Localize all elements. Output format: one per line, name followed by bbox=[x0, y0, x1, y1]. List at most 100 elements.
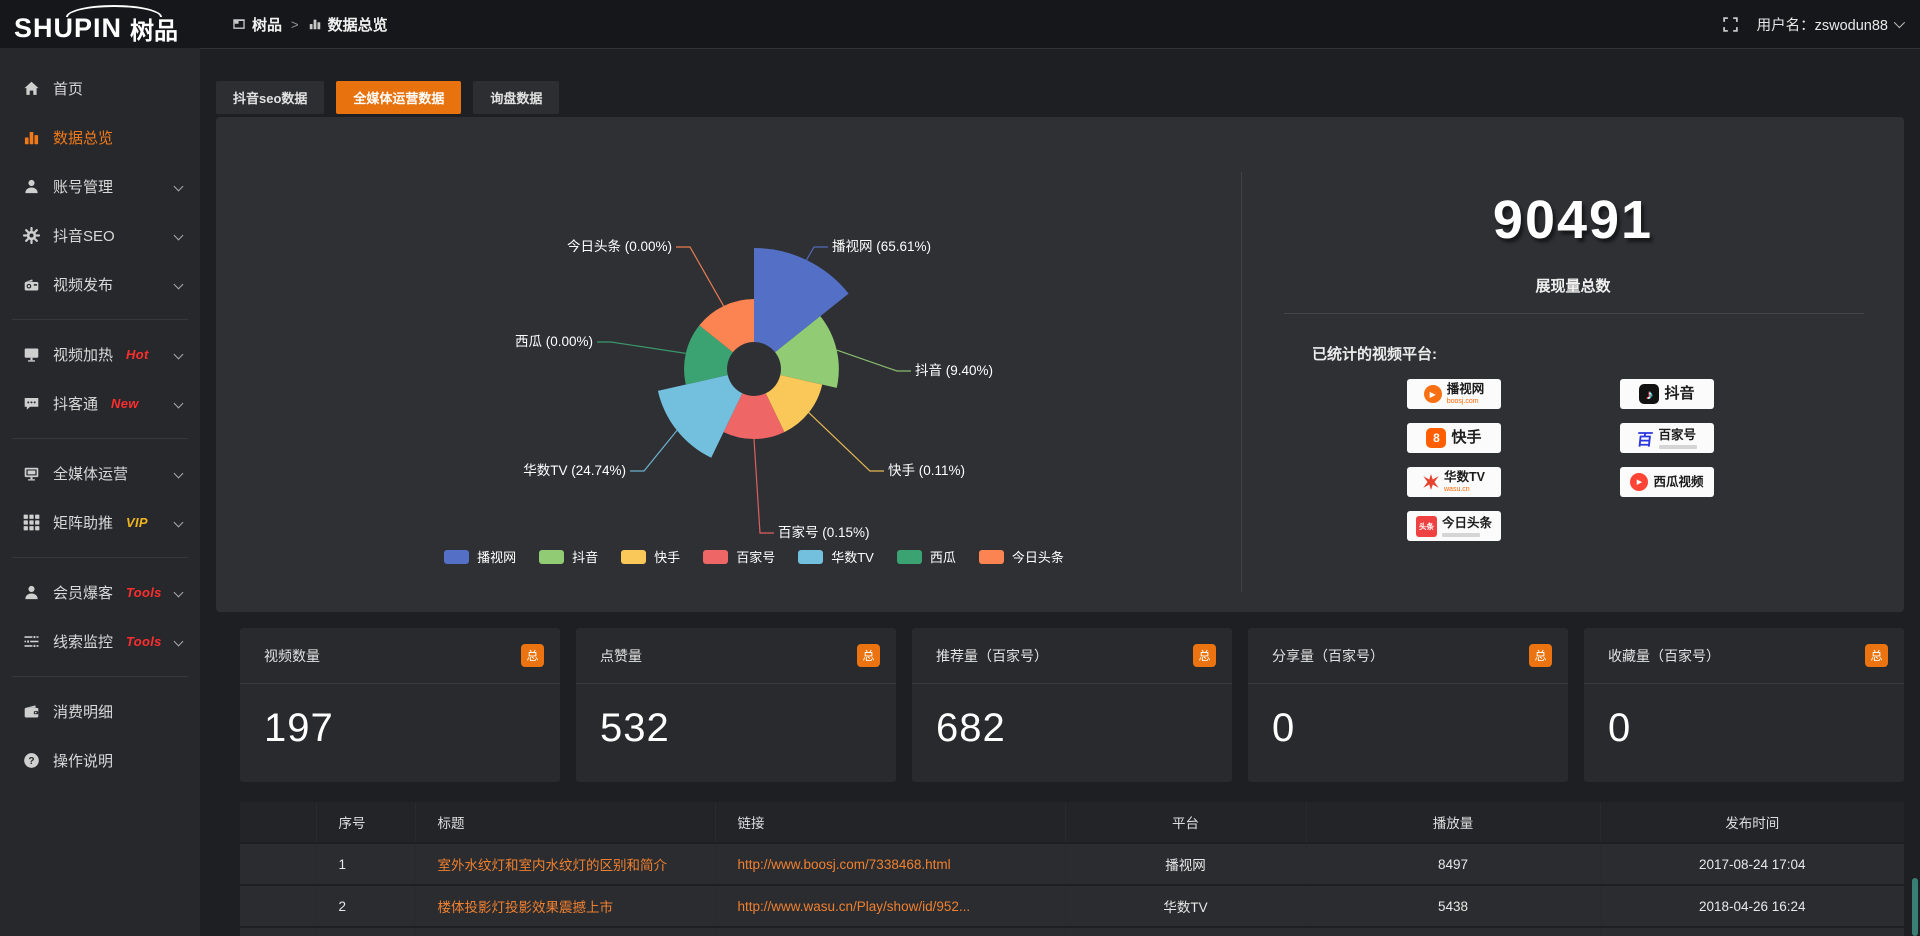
legend-swatch bbox=[539, 549, 565, 564]
stat-card-label: 推荐量（百家号） bbox=[936, 647, 1048, 664]
cell-link[interactable]: http://www.wasu.cn/Play/show/id/952... bbox=[715, 884, 1066, 927]
legend-swatch bbox=[703, 549, 729, 564]
sidebar-item-操作说明[interactable]: ? 操作说明 bbox=[0, 736, 200, 785]
cell-platform: 播视网 bbox=[1065, 842, 1307, 885]
sidebar-item-视频加热[interactable]: 视频加热 Hot bbox=[0, 330, 200, 379]
tab-询盘数据[interactable]: 询盘数据 bbox=[473, 81, 560, 114]
pie-slice-快手[interactable] bbox=[765, 375, 823, 433]
toutiao-logo-icon: 头条 bbox=[1415, 515, 1437, 537]
stat-card-value: 197 bbox=[264, 706, 334, 750]
sidebar-item-抖客通[interactable]: 抖客通 New bbox=[0, 379, 200, 428]
cell-link[interactable]: http://www.boosj.com/7338468.html bbox=[715, 842, 1066, 885]
legend-swatch bbox=[621, 549, 647, 564]
pie-slice-抖音[interactable] bbox=[775, 316, 839, 388]
platform-badge-播视网[interactable]: ▶ 播视网 boosj.com bbox=[1407, 379, 1501, 409]
sidebar-item-label: 视频发布 bbox=[53, 277, 114, 294]
data-tabs: 抖音seo数据 全媒体运营数据 询盘数据 bbox=[216, 81, 1920, 114]
sidebar-item-全媒体运营[interactable]: 全媒体运营 bbox=[0, 449, 200, 498]
platform-badge-今日头条[interactable]: 头条 今日头条 bbox=[1407, 511, 1501, 541]
platform-name: 华数TV bbox=[1444, 470, 1485, 485]
platform-name: 百家号 bbox=[1658, 428, 1697, 442]
legend-item-快手[interactable]: 快手 bbox=[621, 547, 680, 566]
sidebar-item-数据总览[interactable]: 数据总览 bbox=[0, 113, 200, 162]
legend-label: 播视网 bbox=[477, 550, 517, 565]
legend-item-华数TV[interactable]: 华数TV bbox=[798, 547, 874, 566]
cell-index: 2 bbox=[316, 884, 416, 927]
sidebar-item-label: 全媒体运营 bbox=[53, 466, 129, 483]
pie-label-今日头条: 今日头条 (0.00%) bbox=[567, 238, 672, 254]
sidebar-item-视频发布[interactable]: 视频发布 bbox=[0, 260, 200, 309]
sidebar-item-会员爆客[interactable]: 会员爆客 Tools bbox=[0, 568, 200, 617]
breadcrumb-item-home[interactable]: 树品 bbox=[232, 14, 282, 35]
cell-time: 2018-04-26 16:24 bbox=[1600, 884, 1904, 927]
xigua-logo-icon: ▶ bbox=[1630, 473, 1649, 491]
overview-panel: 播视网 (65.61%) 抖音 (9.40%) 快手 (0.11%) 百家号 (0.1… bbox=[216, 117, 1904, 612]
legend-item-抖音[interactable]: 抖音 bbox=[539, 547, 598, 566]
stat-card-header: 推荐量（百家号） 总 bbox=[912, 628, 1232, 684]
total-badge[interactable]: 总 bbox=[1529, 644, 1552, 667]
legend-item-播视网[interactable]: 播视网 bbox=[444, 547, 516, 566]
baijiahao-logo-icon: 百 bbox=[1636, 432, 1655, 449]
platform-badge-华数TV[interactable]: 华数TV wasu.cn bbox=[1407, 467, 1501, 497]
label-leader-line bbox=[808, 412, 884, 472]
user-menu[interactable]: 用户名：zswodun88 bbox=[1757, 14, 1906, 35]
row-checkbox-cell bbox=[240, 842, 317, 885]
pie-slice-西瓜[interactable] bbox=[684, 325, 733, 385]
legend-item-今日头条[interactable]: 今日头条 bbox=[978, 547, 1064, 566]
column-header-平台: 平台 bbox=[1065, 800, 1307, 843]
screen-icon bbox=[23, 346, 40, 363]
sidebar-item-首页[interactable]: 首页 bbox=[0, 64, 200, 113]
pie-slice-百家号[interactable] bbox=[723, 393, 785, 440]
cell-platform: 华数TV bbox=[1065, 884, 1307, 927]
cell-title[interactable]: 室外水纹灯和室内水纹灯的区别和简介 bbox=[415, 842, 716, 885]
logo-text-cn: 树品 bbox=[130, 17, 179, 45]
legend-item-西瓜[interactable]: 西瓜 bbox=[896, 547, 956, 566]
platform-badge-西瓜视频[interactable]: ▶ 西瓜视频 bbox=[1620, 467, 1714, 497]
label-leader-line bbox=[676, 246, 725, 307]
total-badge[interactable]: 总 bbox=[1193, 644, 1216, 667]
fullscreen-icon[interactable] bbox=[1722, 16, 1739, 33]
total-badge[interactable]: 总 bbox=[1865, 644, 1888, 667]
sidebar-item-账号管理[interactable]: 账号管理 bbox=[0, 162, 200, 211]
total-badge[interactable]: 总 bbox=[521, 644, 544, 667]
breadcrumb-item-current[interactable]: 数据总览 bbox=[308, 14, 388, 35]
legend-item-百家号[interactable]: 百家号 bbox=[703, 547, 775, 566]
stat-card-value: 0 bbox=[1608, 706, 1632, 750]
pie-label-西瓜: 西瓜 (0.00%) bbox=[515, 334, 593, 349]
pie-slice-今日头条[interactable] bbox=[699, 299, 754, 353]
logo-text-en: SHUPIN bbox=[14, 12, 123, 43]
platform-badge-快手[interactable]: 8 快手 bbox=[1407, 423, 1501, 453]
platform-badge-百家号[interactable]: 百百家号 bbox=[1620, 423, 1714, 453]
legend-swatch bbox=[444, 549, 470, 564]
platform-tagline bbox=[1658, 445, 1697, 449]
tab-全媒体运营数据[interactable]: 全媒体运营数据 bbox=[336, 81, 462, 114]
platforms-title: 已统计的视频平台: bbox=[1312, 346, 1437, 363]
platform-badge-抖音[interactable]: ♪ 抖音 bbox=[1620, 379, 1714, 409]
sidebar-badge-Tools: Tools bbox=[126, 634, 162, 649]
cell-title[interactable]: 楼体投影灯投影效果震撼上市 bbox=[415, 884, 716, 927]
total-badge[interactable]: 总 bbox=[857, 644, 880, 667]
pie-slice-华数TV[interactable] bbox=[657, 375, 743, 458]
chart-bars-icon bbox=[23, 129, 40, 146]
sidebar-item-消费明细[interactable]: 消费明细 bbox=[0, 687, 200, 736]
tab-抖音seo数据[interactable]: 抖音seo数据 bbox=[216, 81, 325, 114]
pie-slice-播视网[interactable] bbox=[754, 248, 849, 353]
video-table-wrap: 序号 标题 链接 平台 播放量 发布时间 1 室外水纹灯和室内水纹灯的区别和简介 http://… bbox=[240, 800, 1904, 936]
scrollbar-thumb[interactable] bbox=[1912, 878, 1918, 936]
sidebar-item-抖音SEO[interactable]: 抖音SEO bbox=[0, 211, 200, 260]
sliders-icon bbox=[23, 633, 40, 650]
sidebar-item-label: 线索监控 bbox=[53, 634, 114, 651]
sidebar-item-线索监控[interactable]: 线索监控 Tools bbox=[0, 617, 200, 666]
sidebar: 首页 数据总览 账号管理 抖音SEO 视频发布视频加热 Hot 抖客通 New 全媒体运营矩阵助… bbox=[0, 48, 200, 936]
breadcrumb-separator: > bbox=[291, 16, 299, 32]
panel-divider bbox=[1241, 172, 1242, 592]
sidebar-divider bbox=[12, 438, 188, 439]
chevron-down-icon bbox=[173, 181, 184, 192]
main-content: 抖音seo数据 全媒体运营数据 询盘数据 播视网 (65.61%) 抖音 (9.40%… bbox=[200, 48, 1920, 936]
help-circle-icon: ? bbox=[23, 752, 40, 769]
platform-sub: boosj.com bbox=[1446, 398, 1479, 406]
sidebar-badge-VIP: VIP bbox=[126, 515, 148, 530]
sidebar-item-矩阵助推[interactable]: 矩阵助推 VIP bbox=[0, 498, 200, 547]
stat-card-value: 0 bbox=[1272, 706, 1296, 750]
stat-card-label: 点赞量 bbox=[600, 647, 642, 664]
